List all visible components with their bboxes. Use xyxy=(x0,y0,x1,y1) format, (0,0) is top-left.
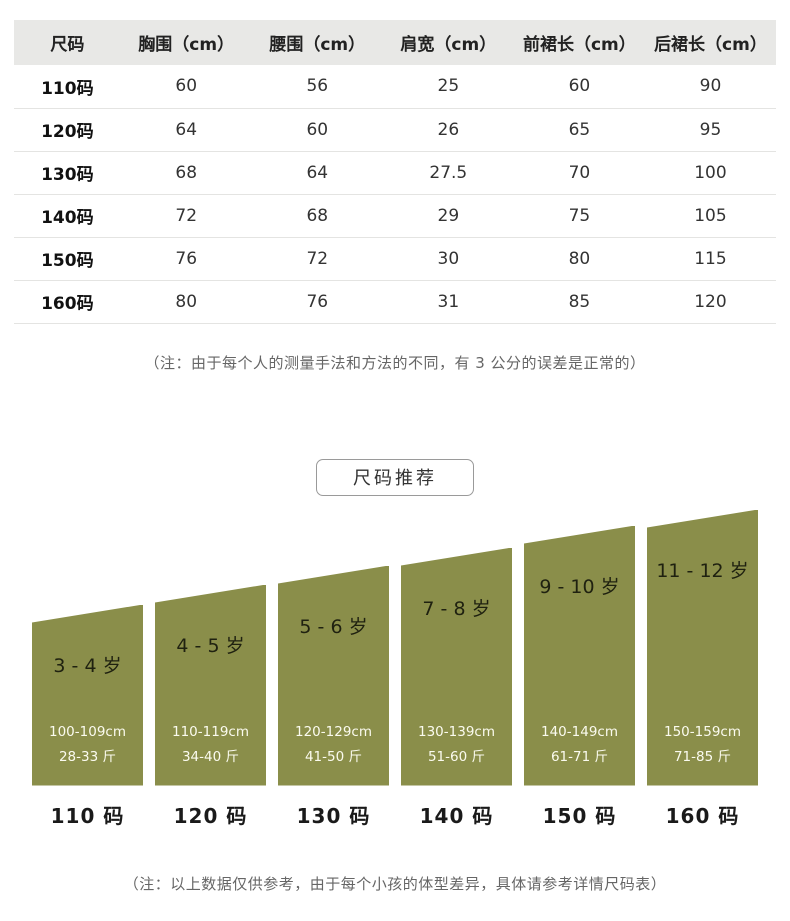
value-cell: 64 xyxy=(120,108,252,152)
value-cell: 80 xyxy=(120,280,252,324)
age-range-label: 11 - 12 岁 xyxy=(656,559,749,582)
value-cell: 31 xyxy=(382,280,514,324)
bar-size-label: 150 码 xyxy=(542,803,617,828)
bar-size-label: 160 码 xyxy=(665,803,740,828)
size-table-header-row: 尺码 胸围（cm） 腰围（cm） 肩宽（cm） 前裙长（cm） 后裙长（cm） xyxy=(14,20,776,65)
age-range-label: 5 - 6 岁 xyxy=(299,615,368,638)
bar-size-label: 120 码 xyxy=(173,803,248,828)
body-range-label: 100-109cm 28-33 斤 xyxy=(49,720,126,770)
size-cell: 150码 xyxy=(14,237,121,281)
table-row-120: 120码 64 60 26 65 95 xyxy=(14,108,776,152)
body-range-label: 120-129cm 41-50 斤 xyxy=(295,720,372,770)
bar-column-120: 4 - 5 岁 110-119cm 34-40 斤 120 码 xyxy=(155,584,266,829)
size-recommendation-badge: 尺码推荐 xyxy=(316,458,474,496)
value-cell: 72 xyxy=(120,194,252,238)
bar-120: 4 - 5 岁 110-119cm 34-40 斤 xyxy=(155,584,266,786)
value-cell: 76 xyxy=(120,237,252,281)
value-cell: 95 xyxy=(644,108,776,152)
value-cell: 56 xyxy=(251,65,383,109)
weight-range: 28-33 斤 xyxy=(58,748,116,765)
value-cell: 85 xyxy=(513,280,645,324)
size-cell: 120码 xyxy=(14,108,121,152)
value-cell: 68 xyxy=(251,194,383,238)
value-cell: 60 xyxy=(120,65,252,109)
value-cell: 29 xyxy=(382,194,514,238)
table-row-160: 160码 80 76 31 85 120 xyxy=(14,280,776,324)
bar-size-label: 130 码 xyxy=(296,803,371,828)
value-cell: 70 xyxy=(513,151,645,195)
value-cell: 60 xyxy=(251,108,383,152)
value-cell: 100 xyxy=(644,151,776,195)
table-row-150: 150码 76 72 30 80 115 xyxy=(14,237,776,281)
value-cell: 120 xyxy=(644,280,776,324)
body-range-label: 130-139cm 51-60 斤 xyxy=(418,720,495,770)
height-range: 130-139cm xyxy=(418,723,495,740)
value-cell: 72 xyxy=(251,237,383,281)
column-header-front-length: 前裙长（cm） xyxy=(513,20,645,65)
value-cell: 105 xyxy=(644,194,776,238)
size-recommendation-title: 尺码推荐 xyxy=(353,468,437,489)
bar-column-110: 3 - 4 岁 100-109cm 28-33 斤 110 码 xyxy=(32,604,143,829)
value-cell: 60 xyxy=(513,65,645,109)
bar-size-label: 140 码 xyxy=(419,803,494,828)
value-cell: 30 xyxy=(382,237,514,281)
height-range: 140-149cm xyxy=(541,723,618,740)
bar-160: 11 - 12 岁 150-159cm 71-85 斤 xyxy=(647,509,758,786)
value-cell: 65 xyxy=(513,108,645,152)
body-range-label: 110-119cm 34-40 斤 xyxy=(172,720,249,770)
size-table: 尺码 胸围（cm） 腰围（cm） 肩宽（cm） 前裙长（cm） 后裙长（cm） … xyxy=(14,20,776,324)
bar-column-150: 9 - 10 岁 140-149cm 61-71 斤 150 码 xyxy=(524,525,635,829)
age-range-label: 3 - 4 岁 xyxy=(53,654,122,677)
column-header-back-length: 后裙长（cm） xyxy=(644,20,776,65)
column-header-waist: 腰围（cm） xyxy=(251,20,383,65)
body-range-label: 150-159cm 71-85 斤 xyxy=(664,720,741,770)
value-cell: 26 xyxy=(382,108,514,152)
height-range: 120-129cm xyxy=(295,723,372,740)
table-row-110: 110码 60 56 25 60 90 xyxy=(14,65,776,109)
weight-range: 71-85 斤 xyxy=(673,748,731,765)
bar-size-label: 110 码 xyxy=(50,803,125,828)
bar-column-160: 11 - 12 岁 150-159cm 71-85 斤 160 码 xyxy=(647,509,758,829)
height-range: 150-159cm xyxy=(664,723,741,740)
table-row-140: 140码 72 68 29 75 105 xyxy=(14,194,776,238)
value-cell: 25 xyxy=(382,65,514,109)
bar-130: 5 - 6 岁 120-129cm 41-50 斤 xyxy=(278,565,389,786)
height-range: 100-109cm xyxy=(49,723,126,740)
value-cell: 115 xyxy=(644,237,776,281)
age-range-label: 7 - 8 岁 xyxy=(422,597,491,620)
value-cell: 76 xyxy=(251,280,383,324)
column-header-size: 尺码 xyxy=(14,20,121,65)
size-cell: 140码 xyxy=(14,194,121,238)
reference-note: （注：以上数据仅供参考，由于每个小孩的体型差异，具体请参考详情尺码表） xyxy=(123,874,667,893)
weight-range: 34-40 斤 xyxy=(181,748,239,765)
age-range-label: 9 - 10 岁 xyxy=(539,575,620,598)
value-cell: 27.5 xyxy=(382,151,514,195)
value-cell: 64 xyxy=(251,151,383,195)
bar-110: 3 - 4 岁 100-109cm 28-33 斤 xyxy=(32,604,143,786)
value-cell: 80 xyxy=(513,237,645,281)
size-cell: 160码 xyxy=(14,280,121,324)
weight-range: 51-60 斤 xyxy=(427,748,485,765)
value-cell: 90 xyxy=(644,65,776,109)
height-range: 110-119cm xyxy=(172,723,249,740)
column-header-shoulder: 肩宽（cm） xyxy=(382,20,514,65)
measurement-note: （注：由于每个人的测量手法和方法的不同，有 3 公分的误差是正常的） xyxy=(144,353,646,372)
weight-range: 41-50 斤 xyxy=(304,748,362,765)
value-cell: 75 xyxy=(513,194,645,238)
bar-column-130: 5 - 6 岁 120-129cm 41-50 斤 130 码 xyxy=(278,565,389,829)
size-cell: 130码 xyxy=(14,151,121,195)
size-cell: 110码 xyxy=(14,65,121,109)
bar-140: 7 - 8 岁 130-139cm 51-60 斤 xyxy=(401,547,512,786)
body-range-label: 140-149cm 61-71 斤 xyxy=(541,720,618,770)
column-header-chest: 胸围（cm） xyxy=(120,20,252,65)
size-recommendation-chart: 3 - 4 岁 100-109cm 28-33 斤 110 码 4 - 5 岁 … xyxy=(0,509,790,829)
table-row-130: 130码 68 64 27.5 70 100 xyxy=(14,151,776,195)
age-range-label: 4 - 5 岁 xyxy=(176,634,245,657)
weight-range: 61-71 斤 xyxy=(550,748,608,765)
bar-150: 9 - 10 岁 140-149cm 61-71 斤 xyxy=(524,525,635,786)
value-cell: 68 xyxy=(120,151,252,195)
bar-column-140: 7 - 8 岁 130-139cm 51-60 斤 140 码 xyxy=(401,547,512,829)
